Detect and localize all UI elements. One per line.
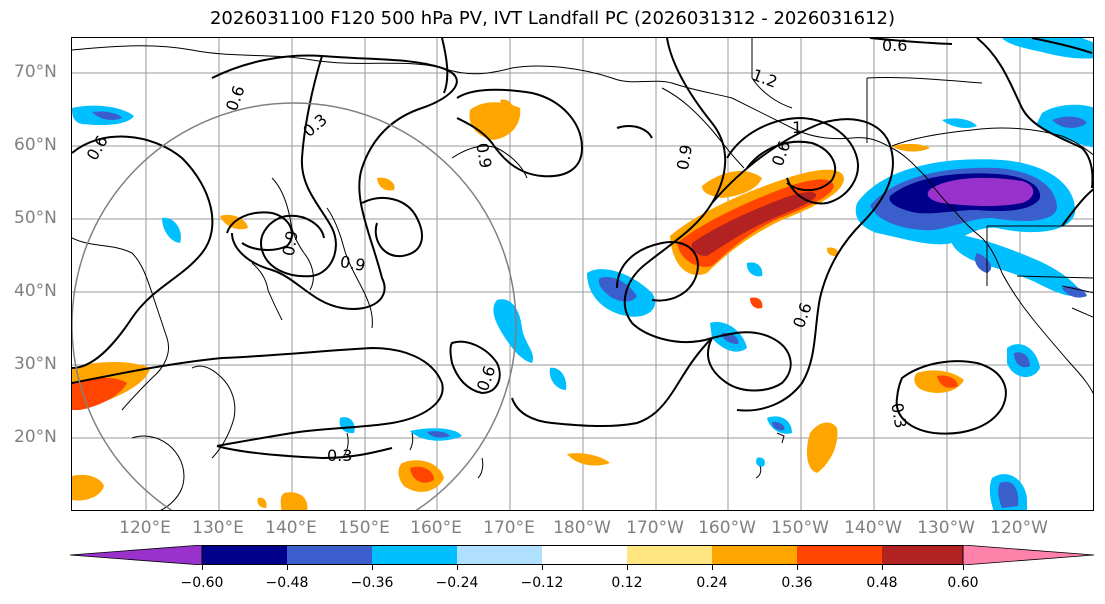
lon-label-120w: 120°W bbox=[990, 518, 1048, 538]
lat-label-20n: 20°N bbox=[14, 427, 57, 447]
colorbar-extend-high bbox=[962, 545, 1095, 565]
colorbar-tickmark bbox=[712, 565, 713, 570]
contour-label: 1.2 bbox=[750, 65, 780, 92]
lon-label-130e: 130°E bbox=[192, 518, 244, 538]
colorbar-swatch bbox=[287, 545, 372, 565]
colorbar-tickmark bbox=[882, 565, 883, 570]
colorbar-extend-low bbox=[70, 545, 203, 565]
lat-label-60n: 60°N bbox=[14, 135, 57, 155]
colorbar-swatch bbox=[457, 545, 542, 565]
colorbar bbox=[70, 545, 1095, 565]
landfall-region-circle bbox=[72, 102, 517, 510]
colorbar-swatch bbox=[372, 545, 457, 565]
lon-label-160e: 160°E bbox=[410, 518, 462, 538]
map-canvas: 0.6 0.3 0.6 0.9 1.2 0.9 0.6 0.9 0.9 1 0.… bbox=[72, 38, 1093, 510]
lat-label-50n: 50°N bbox=[14, 208, 57, 228]
colorbar-tick-label: 0.60 bbox=[947, 575, 979, 591]
lon-label-180w: 180°W bbox=[553, 518, 611, 538]
contour-labels: 0.6 0.3 0.6 0.9 1.2 0.9 0.6 0.9 0.9 1 0.… bbox=[83, 38, 911, 465]
map-panel: 0.6 0.3 0.6 0.9 1.2 0.9 0.6 0.9 0.9 1 0.… bbox=[71, 37, 1094, 511]
contour-label: 0.6 bbox=[473, 363, 500, 393]
colorbar-tick-label: 0.24 bbox=[696, 575, 728, 591]
lat-label-30n: 30°N bbox=[14, 354, 57, 374]
colorbar-tickmark bbox=[202, 565, 203, 570]
colorbar-tickmark bbox=[627, 565, 628, 570]
lon-label-150e: 150°E bbox=[338, 518, 390, 538]
pv-contours bbox=[72, 38, 1093, 460]
ivt-positive-shading bbox=[72, 99, 964, 510]
colorbar-tick-label: 0.12 bbox=[611, 575, 643, 591]
colorbar-tick-label: −0.12 bbox=[520, 575, 564, 591]
colorbar-tick-label: −0.24 bbox=[435, 575, 479, 591]
contour-label: 0.9 bbox=[673, 143, 696, 171]
lon-label-120e: 120°E bbox=[119, 518, 171, 538]
lon-label-140w: 140°W bbox=[844, 518, 902, 538]
colorbar-tickmark bbox=[287, 565, 288, 570]
colorbar-swatch bbox=[202, 545, 287, 565]
lat-label-40n: 40°N bbox=[14, 281, 57, 301]
lon-label-170e: 170°E bbox=[483, 518, 535, 538]
colorbar-swatch bbox=[882, 545, 963, 565]
map-title: 2026031100 F120 500 hPa PV, IVT Landfall… bbox=[209, 8, 896, 29]
colorbar-swatch bbox=[542, 545, 627, 565]
colorbar-tickmark bbox=[372, 565, 373, 570]
lon-label-170w: 170°W bbox=[626, 518, 684, 538]
colorbar-tickmark bbox=[797, 565, 798, 570]
colorbar-swatch bbox=[712, 545, 797, 565]
lon-label-160w: 160°W bbox=[698, 518, 756, 538]
colorbar-swatch bbox=[797, 545, 882, 565]
colorbar-tick-label: 0.36 bbox=[781, 575, 813, 591]
lat-label-70n: 70°N bbox=[14, 62, 57, 82]
lon-label-150w: 150°W bbox=[771, 518, 829, 538]
colorbar-tick-label: −0.36 bbox=[350, 575, 394, 591]
contour-label: 0.3 bbox=[887, 401, 910, 429]
colorbar-tickmark bbox=[457, 565, 458, 570]
ivt-negative-shading bbox=[72, 38, 1093, 510]
lon-label-130w: 130°W bbox=[917, 518, 975, 538]
colorbar-tick-label: 0.48 bbox=[866, 575, 898, 591]
colorbar-tickmark bbox=[963, 565, 964, 570]
contour-label: 0.6 bbox=[882, 38, 907, 55]
colorbar-tick-label: −0.48 bbox=[265, 575, 309, 591]
colorbar-tick-label: −0.60 bbox=[180, 575, 224, 591]
colorbar-swatch bbox=[627, 545, 712, 565]
lon-label-140e: 140°E bbox=[265, 518, 317, 538]
contour-label: 0.9 bbox=[279, 229, 302, 257]
coastlines bbox=[72, 38, 1093, 510]
colorbar-tickmark bbox=[542, 565, 543, 570]
contour-label: 0.3 bbox=[327, 446, 352, 465]
contour-label: 1 bbox=[792, 118, 802, 137]
contour-label: 0.9 bbox=[472, 141, 495, 169]
contour-label: 0.6 bbox=[789, 300, 816, 330]
contour-label: 0.9 bbox=[339, 252, 367, 275]
